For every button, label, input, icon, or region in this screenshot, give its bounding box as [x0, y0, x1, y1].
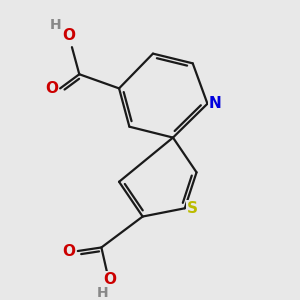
Text: H: H — [97, 286, 109, 300]
Text: S: S — [187, 201, 198, 216]
Text: O: O — [62, 28, 76, 43]
Text: H: H — [50, 18, 62, 32]
Text: O: O — [104, 272, 117, 287]
Text: O: O — [62, 244, 76, 259]
Text: O: O — [45, 81, 58, 96]
Text: N: N — [208, 96, 221, 111]
